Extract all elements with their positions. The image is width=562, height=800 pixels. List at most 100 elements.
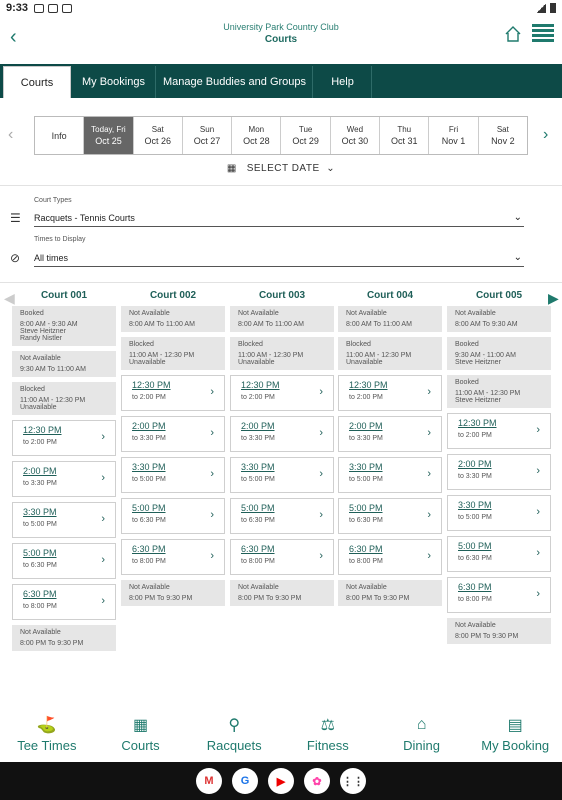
nav-fitness[interactable]: ⚖ Fitness bbox=[281, 712, 375, 762]
next-courts-icon[interactable]: ▶ bbox=[548, 290, 559, 306]
tab-my-bookings[interactable]: My Bookings bbox=[72, 66, 156, 98]
date-cell[interactable]: Today, Fri Oct 25 bbox=[84, 117, 134, 154]
slot-start-time[interactable]: 12:30 PM bbox=[132, 380, 171, 390]
available-slot[interactable]: 6:30 PM to 8:00 PM › bbox=[12, 584, 116, 620]
slot-detail: 8:00 PM To 9:30 PM bbox=[455, 633, 519, 640]
slot-status: Blocked bbox=[238, 341, 263, 348]
slot-start-time[interactable]: 6:30 PM bbox=[23, 589, 57, 599]
available-slot[interactable]: 5:00 PM to 6:30 PM › bbox=[230, 498, 334, 534]
slot-start-time[interactable]: 2:00 PM bbox=[349, 421, 383, 431]
slot-start-time[interactable]: 6:30 PM bbox=[132, 544, 166, 554]
back-icon[interactable]: ‹ bbox=[10, 26, 17, 48]
available-slot[interactable]: 6:30 PM to 8:00 PM › bbox=[121, 539, 225, 575]
next-dates-icon[interactable]: › bbox=[543, 126, 549, 143]
home-icon[interactable] bbox=[504, 25, 522, 43]
slot-start-time[interactable]: 2:00 PM bbox=[132, 421, 166, 431]
slot-status: Blocked bbox=[129, 341, 154, 348]
date-cell[interactable]: Mon Oct 28 bbox=[232, 117, 282, 154]
available-slot[interactable]: 6:30 PM to 8:00 PM › bbox=[230, 539, 334, 575]
available-slot[interactable]: 6:30 PM to 8:00 PM › bbox=[338, 539, 442, 575]
select-date-button[interactable]: ▦ SELECT DATE ⌄ bbox=[0, 163, 562, 174]
slot-start-time[interactable]: 12:30 PM bbox=[349, 380, 388, 390]
available-slot[interactable]: 5:00 PM to 6:30 PM › bbox=[447, 536, 551, 572]
available-slot[interactable]: 6:30 PM to 8:00 PM › bbox=[447, 577, 551, 613]
slot-start-time[interactable]: 6:30 PM bbox=[458, 582, 492, 592]
available-slot[interactable]: 2:00 PM to 3:30 PM › bbox=[338, 416, 442, 452]
slot-start-time[interactable]: 5:00 PM bbox=[458, 541, 492, 551]
available-slot[interactable]: 5:00 PM to 6:30 PM › bbox=[121, 498, 225, 534]
date-cell[interactable]: Tue Oct 29 bbox=[281, 117, 331, 154]
slot-start-time[interactable]: 3:30 PM bbox=[458, 500, 492, 510]
slot-end-time: to 5:00 PM bbox=[458, 514, 492, 521]
tab-help[interactable]: Help bbox=[314, 66, 372, 98]
unavailable-slot: Not Available 8:00 AM To 11:00 AM bbox=[121, 306, 225, 332]
date-cell[interactable]: Info bbox=[35, 117, 85, 154]
available-slot[interactable]: 12:30 PM to 2:00 PM › bbox=[121, 375, 225, 411]
prev-dates-icon[interactable]: ‹ bbox=[8, 126, 14, 143]
slot-start-time[interactable]: 6:30 PM bbox=[349, 544, 383, 554]
chevron-right-icon: › bbox=[427, 550, 431, 562]
slot-start-time[interactable]: 5:00 PM bbox=[349, 503, 383, 513]
available-slot[interactable]: 3:30 PM to 5:00 PM › bbox=[447, 495, 551, 531]
slot-start-time[interactable]: 12:30 PM bbox=[458, 418, 497, 428]
slot-end-time: to 3:30 PM bbox=[458, 473, 492, 480]
chevron-right-icon: › bbox=[319, 427, 323, 439]
available-slot[interactable]: 2:00 PM to 3:30 PM › bbox=[447, 454, 551, 490]
date-cell[interactable]: Sat Oct 26 bbox=[134, 117, 183, 154]
slot-start-time[interactable]: 2:00 PM bbox=[241, 421, 275, 431]
slot-start-time[interactable]: 6:30 PM bbox=[241, 544, 275, 554]
available-slot[interactable]: 5:00 PM to 6:30 PM › bbox=[338, 498, 442, 534]
slot-start-time[interactable]: 3:30 PM bbox=[349, 462, 383, 472]
nav-my-booking[interactable]: ▤ My Booking bbox=[468, 712, 562, 762]
nav-dining[interactable]: ⌂ Dining bbox=[375, 712, 469, 762]
slot-start-time[interactable]: 5:00 PM bbox=[23, 548, 57, 558]
available-slot[interactable]: 12:30 PM to 2:00 PM › bbox=[230, 375, 334, 411]
slot-start-time[interactable]: 2:00 PM bbox=[458, 459, 492, 469]
date-cell[interactable]: Wed Oct 30 bbox=[331, 117, 381, 154]
available-slot[interactable]: 3:30 PM to 5:00 PM › bbox=[230, 457, 334, 493]
nav-courts[interactable]: ▦ Courts bbox=[94, 712, 188, 762]
menu-icon[interactable] bbox=[532, 24, 554, 42]
notification-icon bbox=[48, 3, 59, 13]
slot-start-time[interactable]: 3:30 PM bbox=[132, 462, 166, 472]
slot-start-time[interactable]: 12:30 PM bbox=[23, 425, 62, 435]
date-cell[interactable]: Fri Nov 1 bbox=[429, 117, 479, 154]
available-slot[interactable]: 2:00 PM to 3:30 PM › bbox=[230, 416, 334, 452]
slot-start-time[interactable]: 2:00 PM bbox=[23, 466, 57, 476]
available-slot[interactable]: 12:30 PM to 2:00 PM › bbox=[12, 420, 116, 456]
available-slot[interactable]: 3:30 PM to 5:00 PM › bbox=[12, 502, 116, 538]
date-cell[interactable]: Sun Oct 27 bbox=[183, 117, 233, 154]
chrome-icon[interactable]: G bbox=[232, 768, 258, 794]
youtube-icon[interactable]: ▶ bbox=[268, 768, 294, 794]
slot-start-time[interactable]: 3:30 PM bbox=[23, 507, 57, 517]
available-slot[interactable]: 12:30 PM to 2:00 PM › bbox=[447, 413, 551, 449]
unavailable-slot: Booked 11:00 AM - 12:30 PM Steve Heitzner bbox=[447, 375, 551, 408]
date-label: Oct 29 bbox=[292, 136, 319, 146]
available-slot[interactable]: 3:30 PM to 5:00 PM › bbox=[338, 457, 442, 493]
slot-start-time[interactable]: 3:30 PM bbox=[241, 462, 275, 472]
available-slot[interactable]: 2:00 PM to 3:30 PM › bbox=[12, 461, 116, 497]
slot-start-time[interactable]: 12:30 PM bbox=[241, 380, 280, 390]
date-day-label: Sat bbox=[151, 125, 164, 134]
court-types-select[interactable]: Racquets - Tennis Courts ⌄ bbox=[34, 212, 524, 227]
gmail-icon[interactable]: M bbox=[196, 768, 222, 794]
slot-start-time[interactable]: 5:00 PM bbox=[241, 503, 275, 513]
app-drawer-icon[interactable]: ⋮⋮ bbox=[340, 768, 366, 794]
slot-start-time[interactable]: 5:00 PM bbox=[132, 503, 166, 513]
photos-icon[interactable]: ✿ bbox=[304, 768, 330, 794]
date-cell[interactable]: Thu Oct 31 bbox=[380, 117, 430, 154]
available-slot[interactable]: 2:00 PM to 3:30 PM › bbox=[121, 416, 225, 452]
prev-courts-icon[interactable]: ◀ bbox=[4, 290, 15, 306]
nav-tee-times[interactable]: ⛳ Tee Times bbox=[0, 712, 94, 762]
date-cell[interactable]: Sat Nov 2 bbox=[479, 117, 527, 154]
unavailable-slot: Blocked 11:00 AM - 12:30 PM Unavailable bbox=[230, 337, 334, 370]
court-column: Court 002 Not Available 8:00 AM To 11:00 A… bbox=[121, 290, 225, 611]
tab-courts[interactable]: Courts bbox=[3, 66, 71, 98]
slot-end-time: to 3:30 PM bbox=[23, 480, 57, 487]
tab-manage-buddies[interactable]: Manage Buddies and Groups bbox=[157, 66, 313, 98]
available-slot[interactable]: 12:30 PM to 2:00 PM › bbox=[338, 375, 442, 411]
available-slot[interactable]: 5:00 PM to 6:30 PM › bbox=[12, 543, 116, 579]
available-slot[interactable]: 3:30 PM to 5:00 PM › bbox=[121, 457, 225, 493]
nav-racquets[interactable]: ⚲ Racquets bbox=[187, 712, 281, 762]
times-select[interactable]: All times ⌄ bbox=[34, 252, 524, 267]
